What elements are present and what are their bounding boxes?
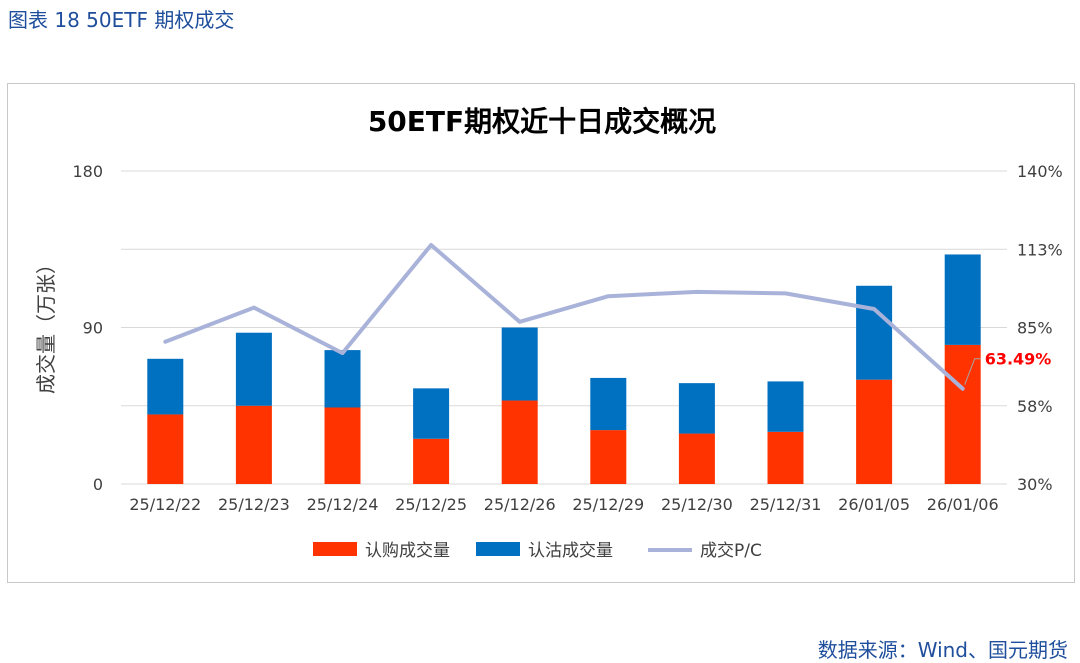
x-axis: 25/12/22 25/12/23 25/12/24 25/12/25 25/12/26… — [129, 495, 998, 514]
x-tick-label: 25/12/29 — [572, 495, 644, 514]
x-tick-label: 26/01/06 — [927, 495, 999, 514]
chart-title: 50ETF期权近十日成交概况 — [368, 105, 716, 138]
figure-caption: 图表 18 50ETF 期权成交 — [8, 8, 235, 32]
y-tick-label: 90 — [83, 319, 103, 338]
legend-swatch — [476, 542, 520, 556]
bar-put — [235, 332, 272, 406]
bars — [147, 254, 981, 484]
bar-call — [147, 414, 184, 484]
annotation-leader — [964, 358, 981, 385]
y-axis-label: 成交量（万张） — [34, 254, 58, 394]
bar-put — [501, 327, 538, 401]
legend: 认购成交量 认沽成交量 成交P/C — [313, 541, 762, 561]
bar-put — [767, 381, 804, 432]
x-tick-label: 25/12/31 — [750, 495, 822, 514]
bar-call — [767, 431, 804, 484]
y-axis-right: 30% 58% 85% 113% 140% — [1017, 162, 1063, 494]
bar-put — [590, 377, 627, 431]
y2-tick-label: 113% — [1017, 240, 1063, 259]
bar-put — [147, 358, 184, 415]
bar-call — [235, 405, 272, 484]
bar-call — [678, 433, 715, 484]
y-tick-label: 180 — [72, 162, 103, 181]
legend-label: 认沽成交量 — [528, 541, 613, 561]
legend-swatch — [313, 542, 357, 556]
y-tick-label: 0 — [93, 475, 103, 494]
bar-call — [501, 400, 538, 484]
y2-tick-label: 85% — [1017, 319, 1053, 338]
y2-tick-label: 140% — [1017, 162, 1063, 181]
y2-tick-label: 58% — [1017, 397, 1053, 416]
x-tick-label: 25/12/25 — [395, 495, 467, 514]
x-tick-label: 25/12/23 — [218, 495, 290, 514]
bar-call — [944, 344, 981, 484]
legend-label: 认购成交量 — [365, 541, 450, 561]
x-tick-label: 26/01/05 — [838, 495, 910, 514]
bar-put — [944, 254, 981, 345]
legend-label: 成交P/C — [700, 541, 762, 561]
x-tick-label: 25/12/26 — [484, 495, 556, 514]
bar-call — [856, 379, 893, 484]
bar-call — [324, 407, 361, 484]
source-note: 数据来源：Wind、国元期货 — [817, 638, 1068, 662]
y2-tick-label: 30% — [1017, 475, 1053, 494]
annotation: 63.49% — [964, 350, 1052, 385]
bar-call — [590, 430, 627, 484]
pc-line — [163, 242, 965, 391]
y-axis-left: 0 90 180 — [72, 162, 103, 494]
bar-put — [413, 388, 450, 439]
bar-put — [678, 383, 715, 434]
x-tick-label: 25/12/22 — [129, 495, 201, 514]
pc-series-line — [163, 242, 965, 391]
annotation-label: 63.49% — [985, 350, 1052, 369]
bar-put — [324, 350, 361, 408]
x-tick-label: 25/12/30 — [661, 495, 733, 514]
bar-call — [413, 438, 450, 484]
x-tick-label: 25/12/24 — [307, 495, 379, 514]
chart-frame: 50ETF期权近十日成交概况 0 90 180 30% 58% 85% 113% 140% … — [7, 83, 1075, 583]
bar-put — [856, 285, 893, 380]
